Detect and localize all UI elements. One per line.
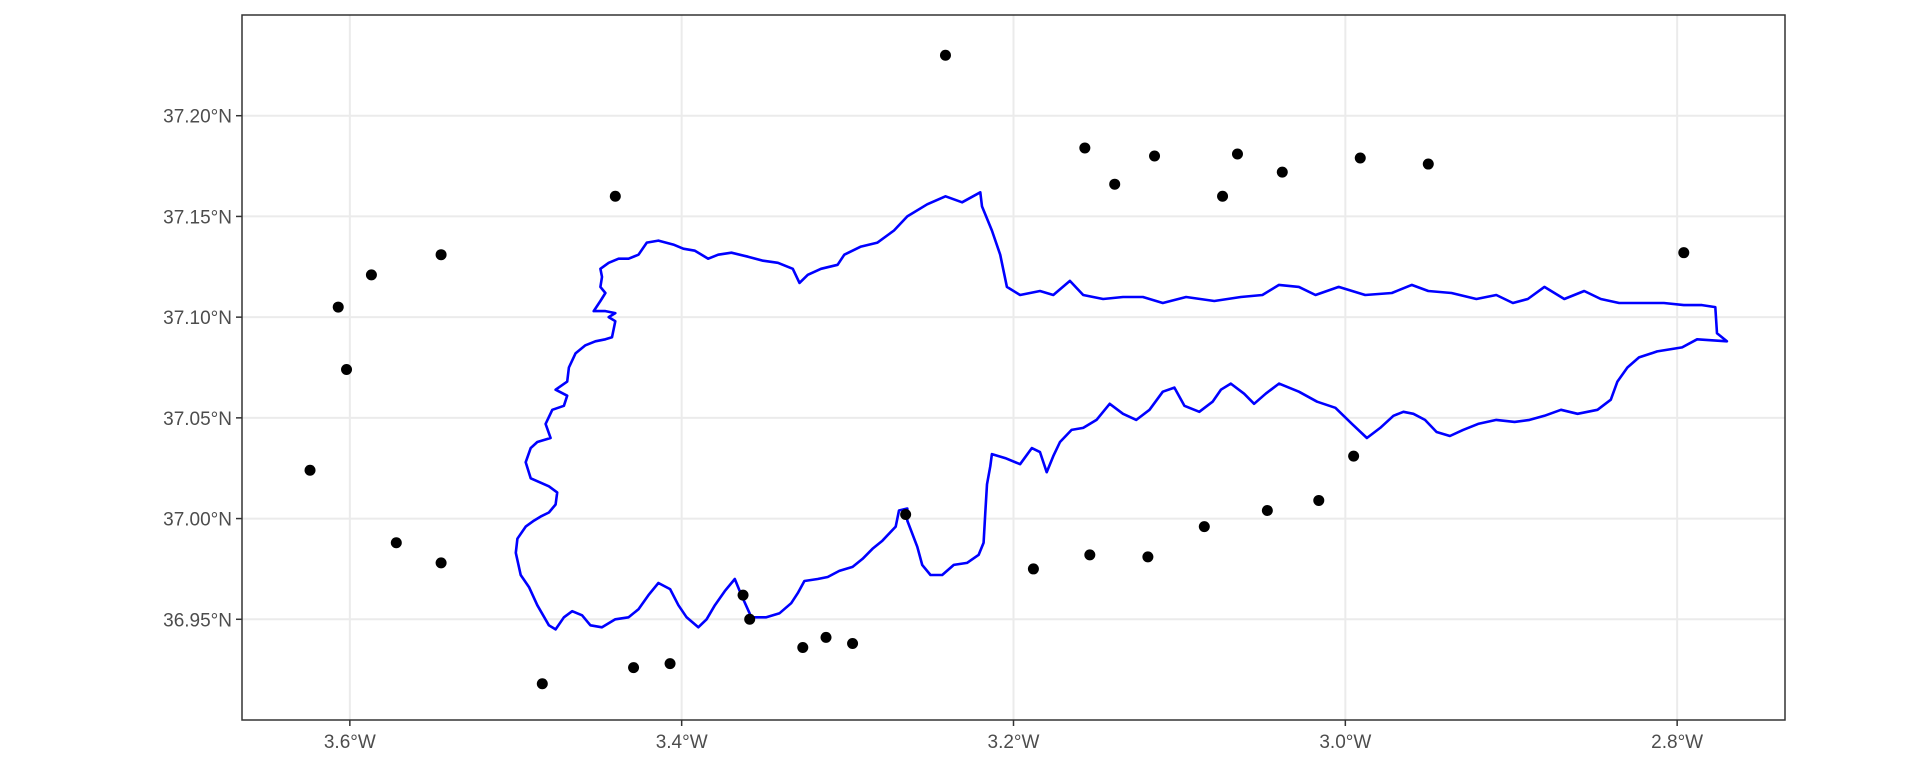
point-marker <box>737 589 749 601</box>
point-marker <box>1354 152 1366 164</box>
x-axis: 3.6°W 3.4°W 3.2°W 3.0°W 2.8°W <box>324 720 1703 753</box>
y-axis: 36.95°N 37.00°N 37.05°N 37.10°N 37.15°N 37.20… <box>163 107 242 631</box>
x-tick-label-4: 2.8°W <box>1651 732 1703 753</box>
point-marker <box>797 641 809 653</box>
x-tick-label-3: 3.0°W <box>1319 732 1371 753</box>
point-marker <box>304 464 316 476</box>
point-marker <box>939 49 951 61</box>
point-marker <box>1313 494 1325 506</box>
point-marker <box>628 662 640 674</box>
point-marker <box>1261 505 1273 517</box>
point-marker <box>1149 150 1161 162</box>
point-marker <box>365 269 377 281</box>
point-marker <box>536 678 548 690</box>
gridlines <box>242 15 1785 720</box>
point-marker <box>1348 450 1360 462</box>
point-marker <box>820 631 832 643</box>
protected-area-boundary <box>514 191 1729 631</box>
x-tick-label-2: 3.2°W <box>988 732 1040 753</box>
point-marker <box>609 190 621 202</box>
point-marker <box>1142 551 1154 563</box>
point-marker <box>664 658 676 670</box>
point-marker <box>435 557 447 569</box>
point-markers <box>304 49 1690 690</box>
point-marker <box>744 613 756 625</box>
point-marker <box>390 537 402 549</box>
point-marker <box>1079 142 1091 154</box>
point-marker <box>1084 549 1096 561</box>
point-marker <box>341 364 353 376</box>
point-marker <box>1231 148 1243 160</box>
y-tick-label-3: 37.10°N <box>163 308 232 329</box>
point-marker <box>847 637 859 649</box>
point-marker <box>1217 190 1229 202</box>
point-marker <box>435 249 447 261</box>
y-tick-label-4: 37.15°N <box>163 207 232 228</box>
y-tick-label-1: 37.00°N <box>163 510 232 531</box>
point-marker <box>1422 158 1434 170</box>
x-tick-label-0: 3.6°W <box>324 732 376 753</box>
point-marker <box>1109 178 1121 190</box>
point-marker <box>1678 247 1690 259</box>
y-tick-label-2: 37.05°N <box>163 409 232 430</box>
x-tick-label-1: 3.4°W <box>656 732 708 753</box>
point-marker <box>1276 166 1288 178</box>
y-tick-label-5: 37.20°N <box>163 107 232 128</box>
point-marker <box>332 301 344 313</box>
point-marker <box>1027 563 1039 575</box>
point-marker <box>900 509 912 521</box>
y-tick-label-0: 36.95°N <box>163 610 232 631</box>
point-marker <box>1198 521 1210 533</box>
